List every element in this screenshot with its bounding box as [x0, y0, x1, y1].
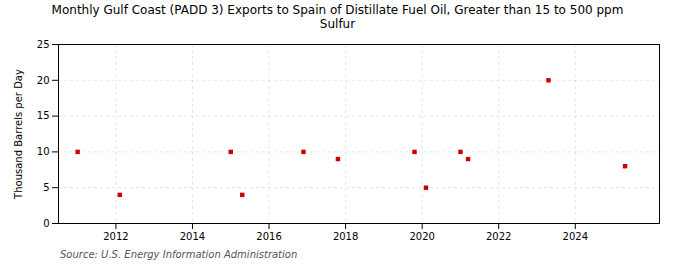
html-text:Source: U.S. Energy Informatio: Source: U.S. Energy Information Administ… — [60, 248, 298, 260]
svg-text:25: 25 — [37, 38, 50, 49]
svg-text:5: 5 — [43, 182, 49, 193]
svg-text:2022: 2022 — [486, 230, 511, 241]
svg-text:15: 15 — [37, 110, 50, 121]
svg-text:0: 0 — [43, 217, 49, 228]
svg-text:2018: 2018 — [333, 230, 358, 241]
svg-text:2020: 2020 — [409, 230, 434, 241]
svg-text:2012: 2012 — [103, 230, 128, 241]
svg-text:20: 20 — [37, 74, 50, 85]
html-text:Monthly Gulf Coast (PADD 3) Ex: Monthly Gulf Coast (PADD 3) Exports to S… — [51, 3, 624, 32]
svg-text:2014: 2014 — [180, 230, 205, 241]
svg-text:Thousand Barrels per Day: Thousand Barrels per Day — [13, 69, 24, 200]
svg-text:2016: 2016 — [256, 230, 281, 241]
svg-text:10: 10 — [37, 146, 50, 157]
svg-text:2024: 2024 — [563, 230, 588, 241]
